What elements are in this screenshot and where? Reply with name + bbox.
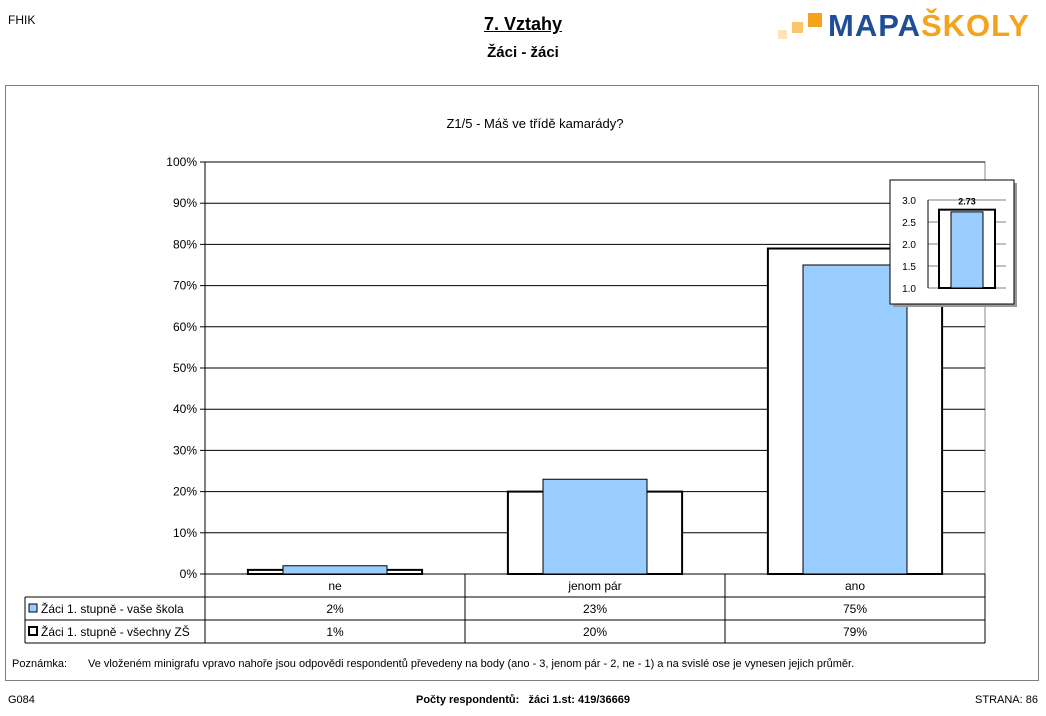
bar-your-school (802, 264, 908, 575)
note-label: Poznámka: (12, 658, 68, 670)
legend-label-all-schools: Žáci 1. stupně - všechny ZŠ (41, 624, 190, 639)
logo-square-1 (778, 30, 787, 39)
footer-code: G084 (8, 694, 35, 706)
logo-square-2 (792, 22, 803, 33)
inset-y-tick-label: 1.5 (902, 262, 916, 273)
table-value-all-schools: 1% (326, 625, 344, 639)
x-category-label: jenom pár (567, 579, 621, 593)
chart-frame (5, 85, 1039, 681)
logo-text: MAPAŠKOLY (828, 8, 1030, 44)
bar-your-school (282, 565, 388, 575)
table-value-all-schools: 20% (583, 625, 607, 639)
note-text: Ve vloženém minigrafu vpravo nahoře jsou… (88, 658, 855, 670)
y-tick-label: 40% (173, 402, 197, 416)
footer-respondents: Počty respondentů: žáci 1.st: 419/36669 (0, 694, 1046, 706)
y-tick-label: 50% (173, 361, 197, 375)
corner-code: FHIK (8, 13, 36, 27)
y-tick-label: 10% (173, 526, 197, 540)
chart-title: Z1/5 - Máš ve třídě kamarády? (446, 116, 623, 131)
logo-text-part1: MAPA (828, 8, 921, 43)
legend-label-your-school: Žáci 1. stupně - vaše škola (41, 601, 184, 616)
y-tick-label: 60% (173, 320, 197, 334)
table-value-your-school: 75% (843, 602, 867, 616)
x-category-label: ano (845, 579, 865, 593)
table-value-your-school: 23% (583, 602, 607, 616)
inset-y-tick-label: 2.5 (902, 218, 916, 229)
bar-your-school (542, 478, 648, 575)
y-tick-label: 0% (180, 567, 198, 581)
table-value-your-school: 2% (326, 602, 344, 616)
inset-bar-your-school (950, 211, 984, 289)
inset-y-tick-label: 2.0 (902, 240, 916, 251)
table-value-all-schools: 79% (843, 625, 867, 639)
y-tick-label: 80% (173, 237, 197, 251)
x-category-label: ne (328, 579, 342, 593)
page-number: STRANA: 86 (975, 694, 1038, 706)
y-tick-label: 90% (173, 196, 197, 210)
y-tick-label: 30% (173, 443, 197, 457)
logo-text-part2: ŠKOLY (920, 8, 1030, 43)
y-tick-label: 20% (173, 485, 197, 499)
logo-square-3 (808, 13, 822, 27)
inset-y-tick-label: 1.0 (902, 284, 916, 295)
y-tick-label: 100% (166, 155, 197, 169)
page-subtitle: Žáci - žáci (487, 44, 559, 61)
legend-key-all-schools (28, 626, 38, 636)
legend-key-your-school (28, 603, 38, 613)
y-tick-label: 70% (173, 279, 197, 293)
inset-value-label: 2.73 (958, 197, 976, 207)
respondents-value: žáci 1.st: 419/36669 (528, 694, 630, 706)
inset-y-tick-label: 3.0 (902, 196, 916, 207)
mapa-skoly-logo: MAPAŠKOLY (776, 8, 1030, 44)
respondents-label: Počty respondentů: (416, 694, 520, 706)
page-title: 7. Vztahy (483, 14, 563, 34)
